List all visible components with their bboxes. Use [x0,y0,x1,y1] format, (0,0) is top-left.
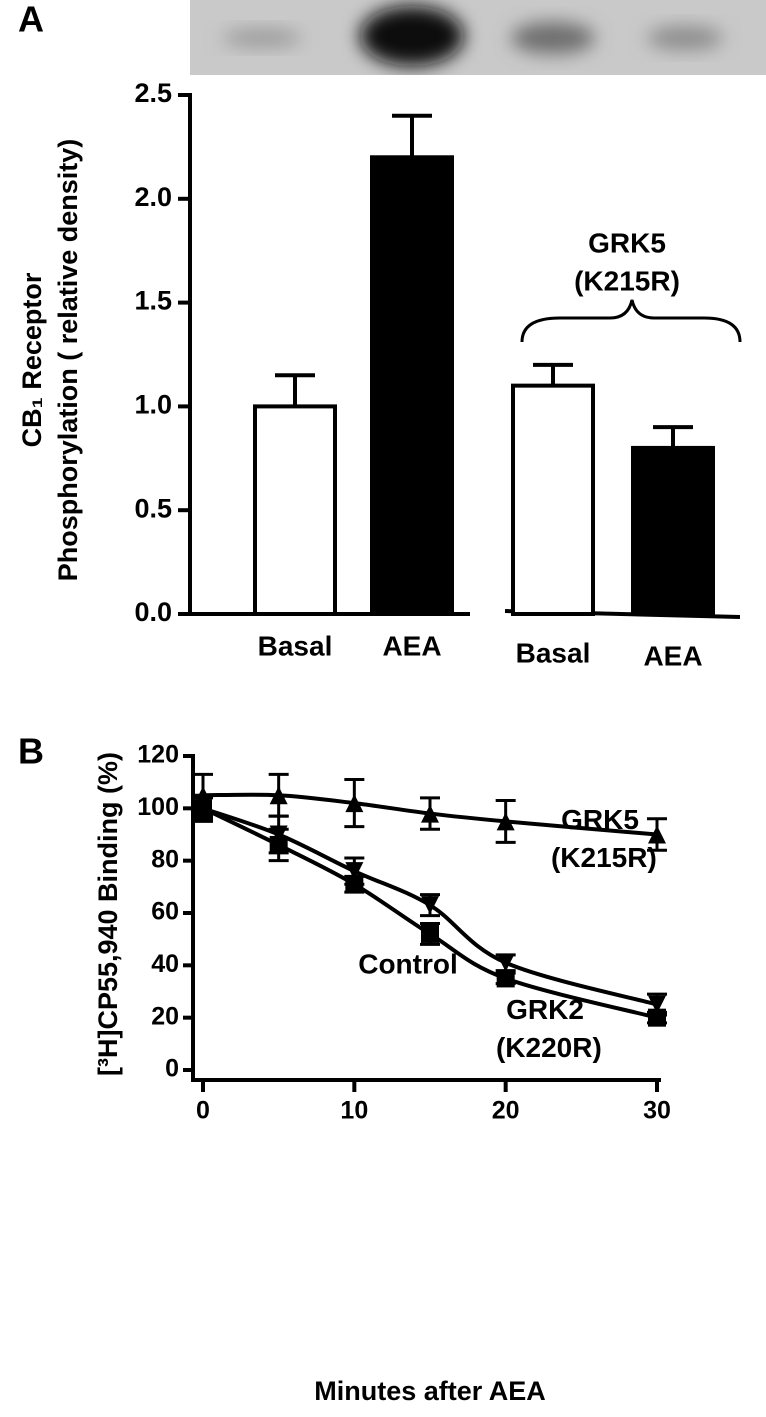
data-point [194,786,212,805]
data-point [421,896,439,915]
panel-label: A [18,0,44,40]
x-tick-label: 0 [196,1097,210,1125]
y-tick-label: 80 [151,845,179,873]
series-label-line: (K215R) [543,842,657,873]
series-label-line: (K220R) [488,1032,602,1063]
y-axis-title: CB₁ Receptor [17,272,47,447]
y-tick-label: 100 [137,793,179,821]
y-tick-label: 0.5 [134,493,172,523]
bar [511,383,595,617]
bar [631,445,715,617]
x-tick-label: AEA [643,640,702,671]
series-label: GRK2 (K220R) [488,994,602,1063]
series-label-line: GRK2 [506,994,584,1025]
panel-label: B [18,731,44,772]
y-tick-label: 1.0 [134,390,172,420]
annotation: (K215R) [574,265,680,296]
y-tick-label: 20 [151,1002,179,1030]
blot-image [190,0,766,75]
data-point [269,786,288,805]
y-tick-label: 40 [151,950,179,978]
x-axis-title: Minutes after AEA [314,1376,546,1406]
data-point [496,969,515,988]
y-tick-label: 1.5 [134,286,172,316]
data-point [648,825,666,844]
x-tick-label: Basal [516,637,591,668]
x-tick-label: 30 [643,1097,671,1125]
y-tick-label: 120 [137,741,179,769]
series-label: Control [358,948,458,979]
data-point [496,953,515,972]
x-tick-label: 10 [340,1097,368,1125]
y-tick-label: 0.0 [134,597,172,627]
data-point [269,825,288,844]
data-point [421,804,439,823]
bar [253,404,337,616]
data-point [345,862,364,881]
data-point [345,794,364,813]
data-point [421,924,439,943]
series-label: GRK5 (K215R) [543,804,657,873]
series-label-line: GRK5 [561,804,639,835]
y-tick-label: 0 [165,1055,179,1083]
data-point [648,995,666,1014]
group-brace [520,299,742,343]
y-tick-label: 2.5 [134,78,172,108]
y-tick-label: 60 [151,898,179,926]
y-axis-title: Phosphorylation ( relative density) [53,139,83,582]
y-axis-title: [³H]CP55,940 Binding (%) [93,752,123,1076]
y-tick-label: 2.0 [134,182,172,212]
data-point [496,812,515,831]
data-point [648,1008,666,1027]
x-tick-label: AEA [382,630,441,661]
x-tick-label: Basal [258,630,333,661]
annotation: GRK5 [588,227,666,258]
x-tick-label: 20 [492,1097,520,1125]
bar [370,155,454,616]
